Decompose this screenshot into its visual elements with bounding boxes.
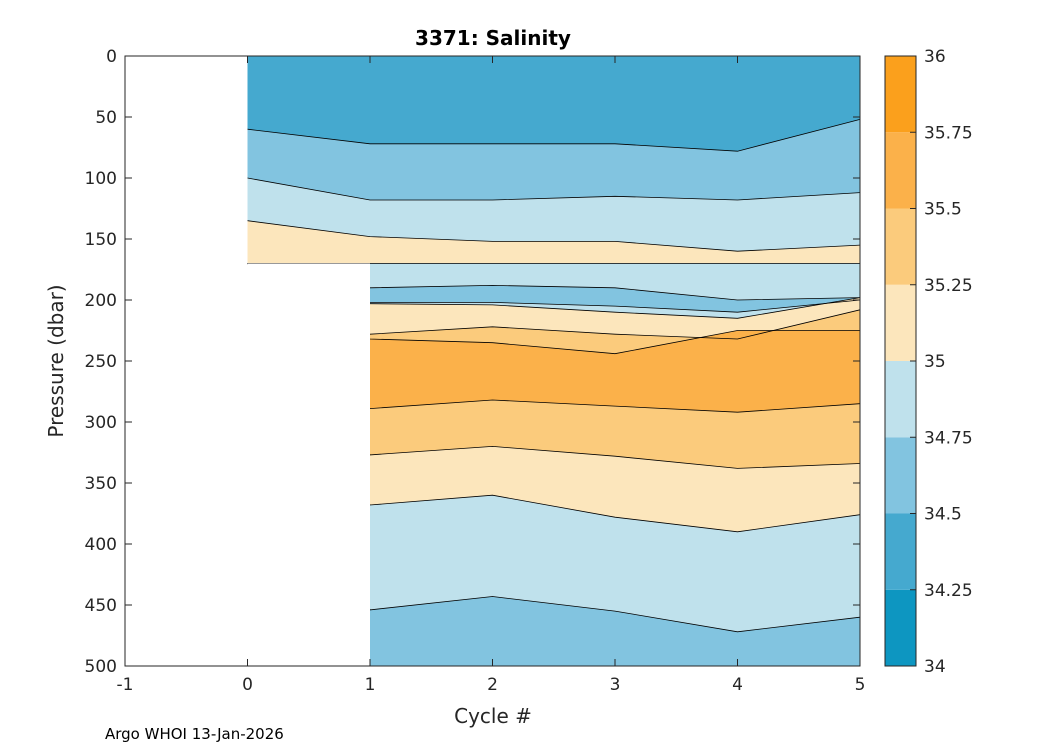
contour-band-4: [247, 220, 860, 264]
x-tick-label: 3: [610, 675, 621, 695]
y-axis-ticks: 0 50 100 150 200 250 300 350 400 450 500: [85, 47, 860, 677]
x-tick-label: 5: [855, 675, 866, 695]
x-axis-label: Cycle #: [454, 704, 532, 728]
x-tick-label: 4: [732, 675, 743, 695]
colorbar-tick-label: 34: [924, 657, 946, 677]
y-tick-label: 50: [95, 108, 117, 128]
x-tick-label: -1: [117, 675, 134, 695]
colorbar-tick-label: 34.75: [924, 428, 973, 448]
contour-line-1: [247, 119, 861, 152]
contour-band-9: [247, 263, 860, 354]
colorbar-segment: [885, 284, 916, 361]
contour-band-14: [247, 263, 860, 666]
colorbar-segment: [885, 361, 916, 438]
contour-bands: [247, 56, 861, 666]
x-tick-label: 1: [365, 675, 376, 695]
colorbar-tick-label: 36: [924, 47, 946, 67]
colorbar: 34 34.25 34.5 34.75 35 35.25 35.5 35.75 36: [884, 47, 973, 677]
contour-band-3: [247, 178, 860, 252]
colorbar-segment: [885, 589, 916, 666]
colorbar-tick-label: 34.25: [924, 581, 973, 601]
colorbar-tick-label: 35.5: [924, 200, 962, 220]
contour-band-6: [247, 263, 860, 313]
x-tick-label: 2: [487, 675, 498, 695]
contour-band-2: [247, 119, 860, 200]
contour-band-7: [247, 263, 860, 319]
contour-line-3: [247, 220, 861, 252]
colorbar-tick-label: 35: [924, 352, 946, 372]
colorbar-segment: [885, 132, 916, 209]
y-tick-label: 350: [85, 474, 117, 494]
contour-band-13: [247, 263, 860, 632]
colorbar-tick-label: 35.25: [924, 276, 973, 296]
contour-band-11: [247, 263, 860, 469]
x-axis-ticks: -1 0 1 2 3 4 5: [117, 56, 866, 695]
contour-band-12: [247, 263, 860, 532]
colorbar-segment: [885, 56, 916, 133]
y-tick-label: 300: [85, 413, 117, 433]
colorbar-segment: [885, 208, 916, 285]
colorbar-tick-label: 35.75: [924, 123, 973, 143]
contour-band-8: [247, 263, 860, 339]
y-tick-label: 500: [85, 657, 117, 677]
y-tick-label: 150: [85, 230, 117, 250]
no-data-region: [247, 263, 370, 666]
colorbar-segment: [885, 513, 916, 590]
y-tick-label: 100: [85, 169, 117, 189]
y-axis-label: Pressure (dbar): [44, 284, 68, 438]
chart-title: 3371: Salinity: [415, 26, 571, 50]
contour-line-2: [247, 177, 861, 201]
contour-band-1: [247, 56, 860, 152]
y-tick-label: 400: [85, 535, 117, 555]
colorbar-tick-label: 34.5: [924, 505, 962, 525]
colorbar-segment: [885, 437, 916, 514]
contour-band-10: [247, 263, 860, 413]
y-tick-label: 250: [85, 352, 117, 372]
y-tick-label: 200: [85, 291, 117, 311]
contour-band-5: [247, 263, 860, 300]
footer-credit: Argo WHOI 13-Jan-2026: [105, 725, 284, 743]
y-tick-label: 450: [85, 596, 117, 616]
y-tick-label: 0: [106, 47, 117, 67]
x-tick-label: 0: [242, 675, 253, 695]
